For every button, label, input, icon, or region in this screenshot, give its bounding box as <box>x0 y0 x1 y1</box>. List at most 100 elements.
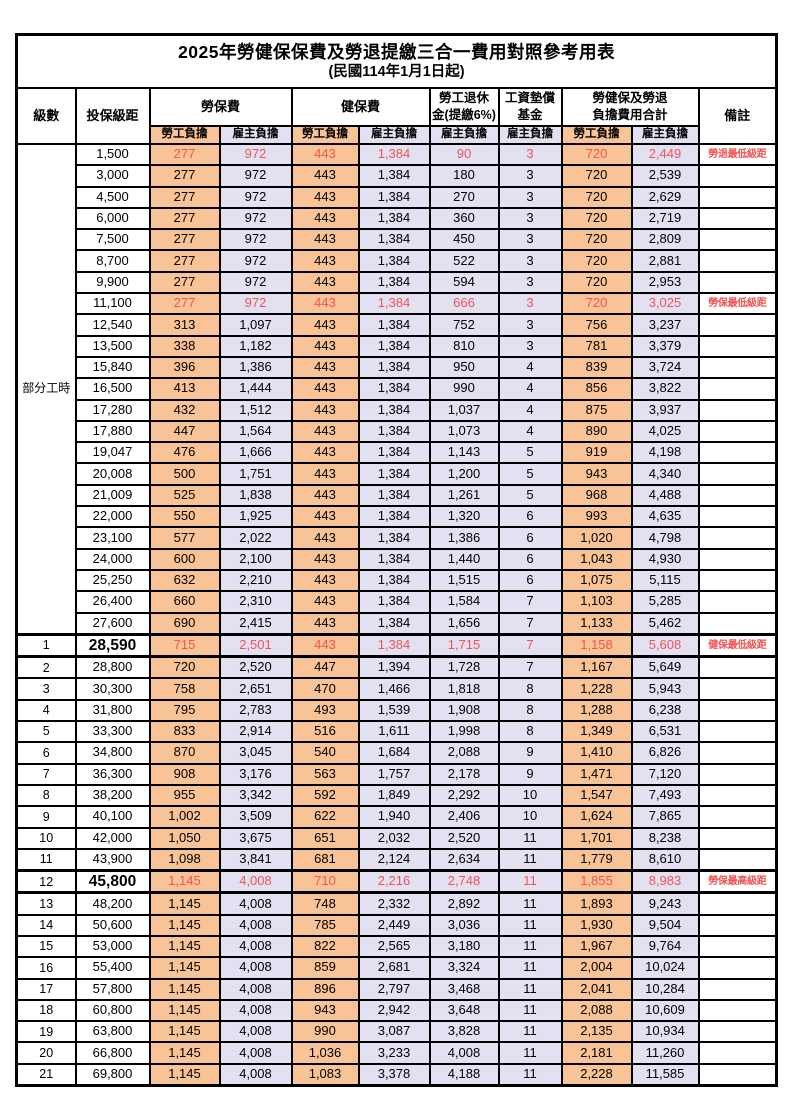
health-employee-cell: 748 <box>290 891 360 916</box>
labor-employee-cell: 432 <box>148 398 221 422</box>
note-cell <box>697 206 778 231</box>
note-cell <box>697 826 778 850</box>
health-employee-cell: 443 <box>290 505 360 529</box>
total-employee-cell: 1,020 <box>560 526 633 550</box>
labor-employer-cell: 3,176 <box>218 762 293 786</box>
subheader-health-employee: 勞工負擔 <box>290 125 360 145</box>
note-cell <box>697 334 778 358</box>
total-employer-cell: 10,024 <box>630 956 700 980</box>
bracket-cell: 1,500 <box>74 142 151 167</box>
labor-employee-cell: 277 <box>148 164 221 188</box>
health-employer-cell: 1,384 <box>357 334 431 358</box>
col-header-bracket: 投保級距 <box>74 87 151 145</box>
table-row: 13,500 338 1,182 443 1,384 810 3 781 3,379 <box>17 334 778 358</box>
wage-fund-employer-cell: 11 <box>497 1020 563 1044</box>
total-employee-cell: 1,967 <box>560 934 633 959</box>
bracket-cell: 38,200 <box>74 783 151 808</box>
labor-employer-cell: 1,925 <box>218 505 293 529</box>
pension-employer-cell: 1,908 <box>428 698 500 723</box>
pension-employer-cell: 1,261 <box>428 483 500 508</box>
note-cell: 勞保最高級距 <box>697 869 778 895</box>
total-employer-cell: 5,608 <box>630 632 700 659</box>
total-employee-cell: 2,004 <box>560 956 633 980</box>
table-row: 25,250 632 2,210 443 1,384 1,515 6 1,075 5,115 <box>17 568 778 593</box>
col-header-pension: 勞工退休 金(提繳6%) <box>428 87 500 127</box>
wage-fund-employer-cell: 7 <box>497 632 563 659</box>
health-employer-cell: 2,216 <box>357 869 431 895</box>
health-employee-cell: 443 <box>290 590 360 614</box>
wage-fund-employer-cell: 8 <box>497 720 563 744</box>
table-row: 20,008 500 1,751 443 1,384 1,200 5 943 4,340 <box>17 462 778 486</box>
bracket-cell: 42,000 <box>74 826 151 850</box>
level-cell: 14 <box>15 913 77 937</box>
level-cell: 16 <box>15 956 77 980</box>
labor-employee-cell: 720 <box>148 655 221 680</box>
subheader-labor-employer: 雇主負擔 <box>218 125 293 145</box>
table-row: 27,600 690 2,415 443 1,384 1,656 7 1,133 5,462 <box>17 611 778 636</box>
pension-employer-cell: 594 <box>428 270 500 295</box>
total-employee-cell: 1,167 <box>560 655 633 680</box>
note-cell <box>697 419 778 444</box>
health-employee-cell: 592 <box>290 783 360 808</box>
health-employee-cell: 443 <box>290 611 360 636</box>
labor-employee-cell: 476 <box>148 441 221 465</box>
wage-fund-employer-cell: 4 <box>497 419 563 444</box>
table-body: 部分工時 1,500 277 972 443 1,384 90 3 720 2,449 勞退最低級距… <box>15 142 778 1087</box>
total-employer-cell: 2,449 <box>630 142 700 167</box>
pension-employer-cell: 2,520 <box>428 826 500 850</box>
labor-employee-cell: 396 <box>148 355 221 380</box>
pension-employer-cell: 522 <box>428 249 500 273</box>
bracket-cell: 28,800 <box>74 655 151 680</box>
health-employee-cell: 443 <box>290 142 360 167</box>
health-employer-cell: 1,384 <box>357 313 431 337</box>
total-employee-cell: 720 <box>560 206 633 231</box>
total-employer-cell: 11,260 <box>630 1041 700 1065</box>
level-cell: 2 <box>15 655 77 680</box>
table-row: 6 34,800 870 3,045 540 1,684 2,088 9 1,410 6,826 <box>15 741 778 765</box>
labor-employer-cell: 3,342 <box>218 783 293 808</box>
labor-employer-cell: 3,045 <box>218 741 293 765</box>
health-employer-cell: 1,539 <box>357 698 431 723</box>
table-row: 8,700 277 972 443 1,384 522 3 720 2,881 <box>17 249 778 273</box>
wage-fund-line2: 基金 <box>517 108 543 122</box>
pension-employer-cell: 180 <box>428 164 500 188</box>
note-cell <box>697 249 778 273</box>
labor-employee-cell: 577 <box>148 526 221 550</box>
pension-employer-cell: 3,324 <box>428 956 500 980</box>
table-row: 4 31,800 795 2,783 493 1,539 1,908 8 1,288 6,238 <box>15 698 778 723</box>
wage-fund-employer-cell: 3 <box>497 313 563 337</box>
health-employee-cell: 822 <box>290 934 360 959</box>
labor-employee-cell: 1,145 <box>148 998 221 1023</box>
total-employee-cell: 720 <box>560 185 633 209</box>
table-row: 12,540 313 1,097 443 1,384 752 3 756 3,237 <box>17 313 778 337</box>
wage-fund-employer-cell: 6 <box>497 526 563 550</box>
total-employee-cell: 1,349 <box>560 720 633 744</box>
bracket-cell: 8,700 <box>74 249 151 273</box>
health-employer-cell: 3,378 <box>357 1062 431 1087</box>
health-employer-cell: 1,466 <box>357 677 431 701</box>
level-cell: 5 <box>15 720 77 744</box>
pension-employer-cell: 1,073 <box>428 419 500 444</box>
health-employee-cell: 651 <box>290 826 360 850</box>
total-employer-cell: 2,629 <box>630 185 700 209</box>
bracket-cell: 34,800 <box>74 741 151 765</box>
labor-employer-cell: 972 <box>218 185 293 209</box>
total-employee-cell: 2,181 <box>560 1041 633 1065</box>
labor-employer-cell: 972 <box>218 292 293 316</box>
pension-employer-cell: 1,320 <box>428 505 500 529</box>
page-title: 2025年勞健保保費及勞退提繳三合一費用對照參考用表 <box>178 42 616 63</box>
total-employee-cell: 856 <box>560 377 633 401</box>
bracket-cell: 19,047 <box>74 441 151 465</box>
labor-employee-cell: 1,145 <box>148 934 221 959</box>
total-employer-cell: 4,488 <box>630 483 700 508</box>
total-employee-cell: 2,228 <box>560 1062 633 1087</box>
health-employee-cell: 443 <box>290 568 360 593</box>
pension-employer-cell: 90 <box>428 142 500 167</box>
health-employer-cell: 2,797 <box>357 977 431 1001</box>
pension-employer-cell: 450 <box>428 228 500 252</box>
health-employee-cell: 470 <box>290 677 360 701</box>
labor-employee-cell: 277 <box>148 142 221 167</box>
health-employer-cell: 1,384 <box>357 398 431 422</box>
note-cell <box>697 1062 778 1087</box>
bracket-cell: 30,300 <box>74 677 151 701</box>
